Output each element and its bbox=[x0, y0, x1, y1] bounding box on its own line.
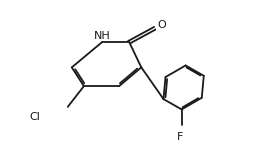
Text: F: F bbox=[176, 132, 183, 142]
Text: Cl: Cl bbox=[30, 112, 41, 122]
Text: NH: NH bbox=[94, 31, 110, 41]
Text: O: O bbox=[157, 20, 166, 30]
